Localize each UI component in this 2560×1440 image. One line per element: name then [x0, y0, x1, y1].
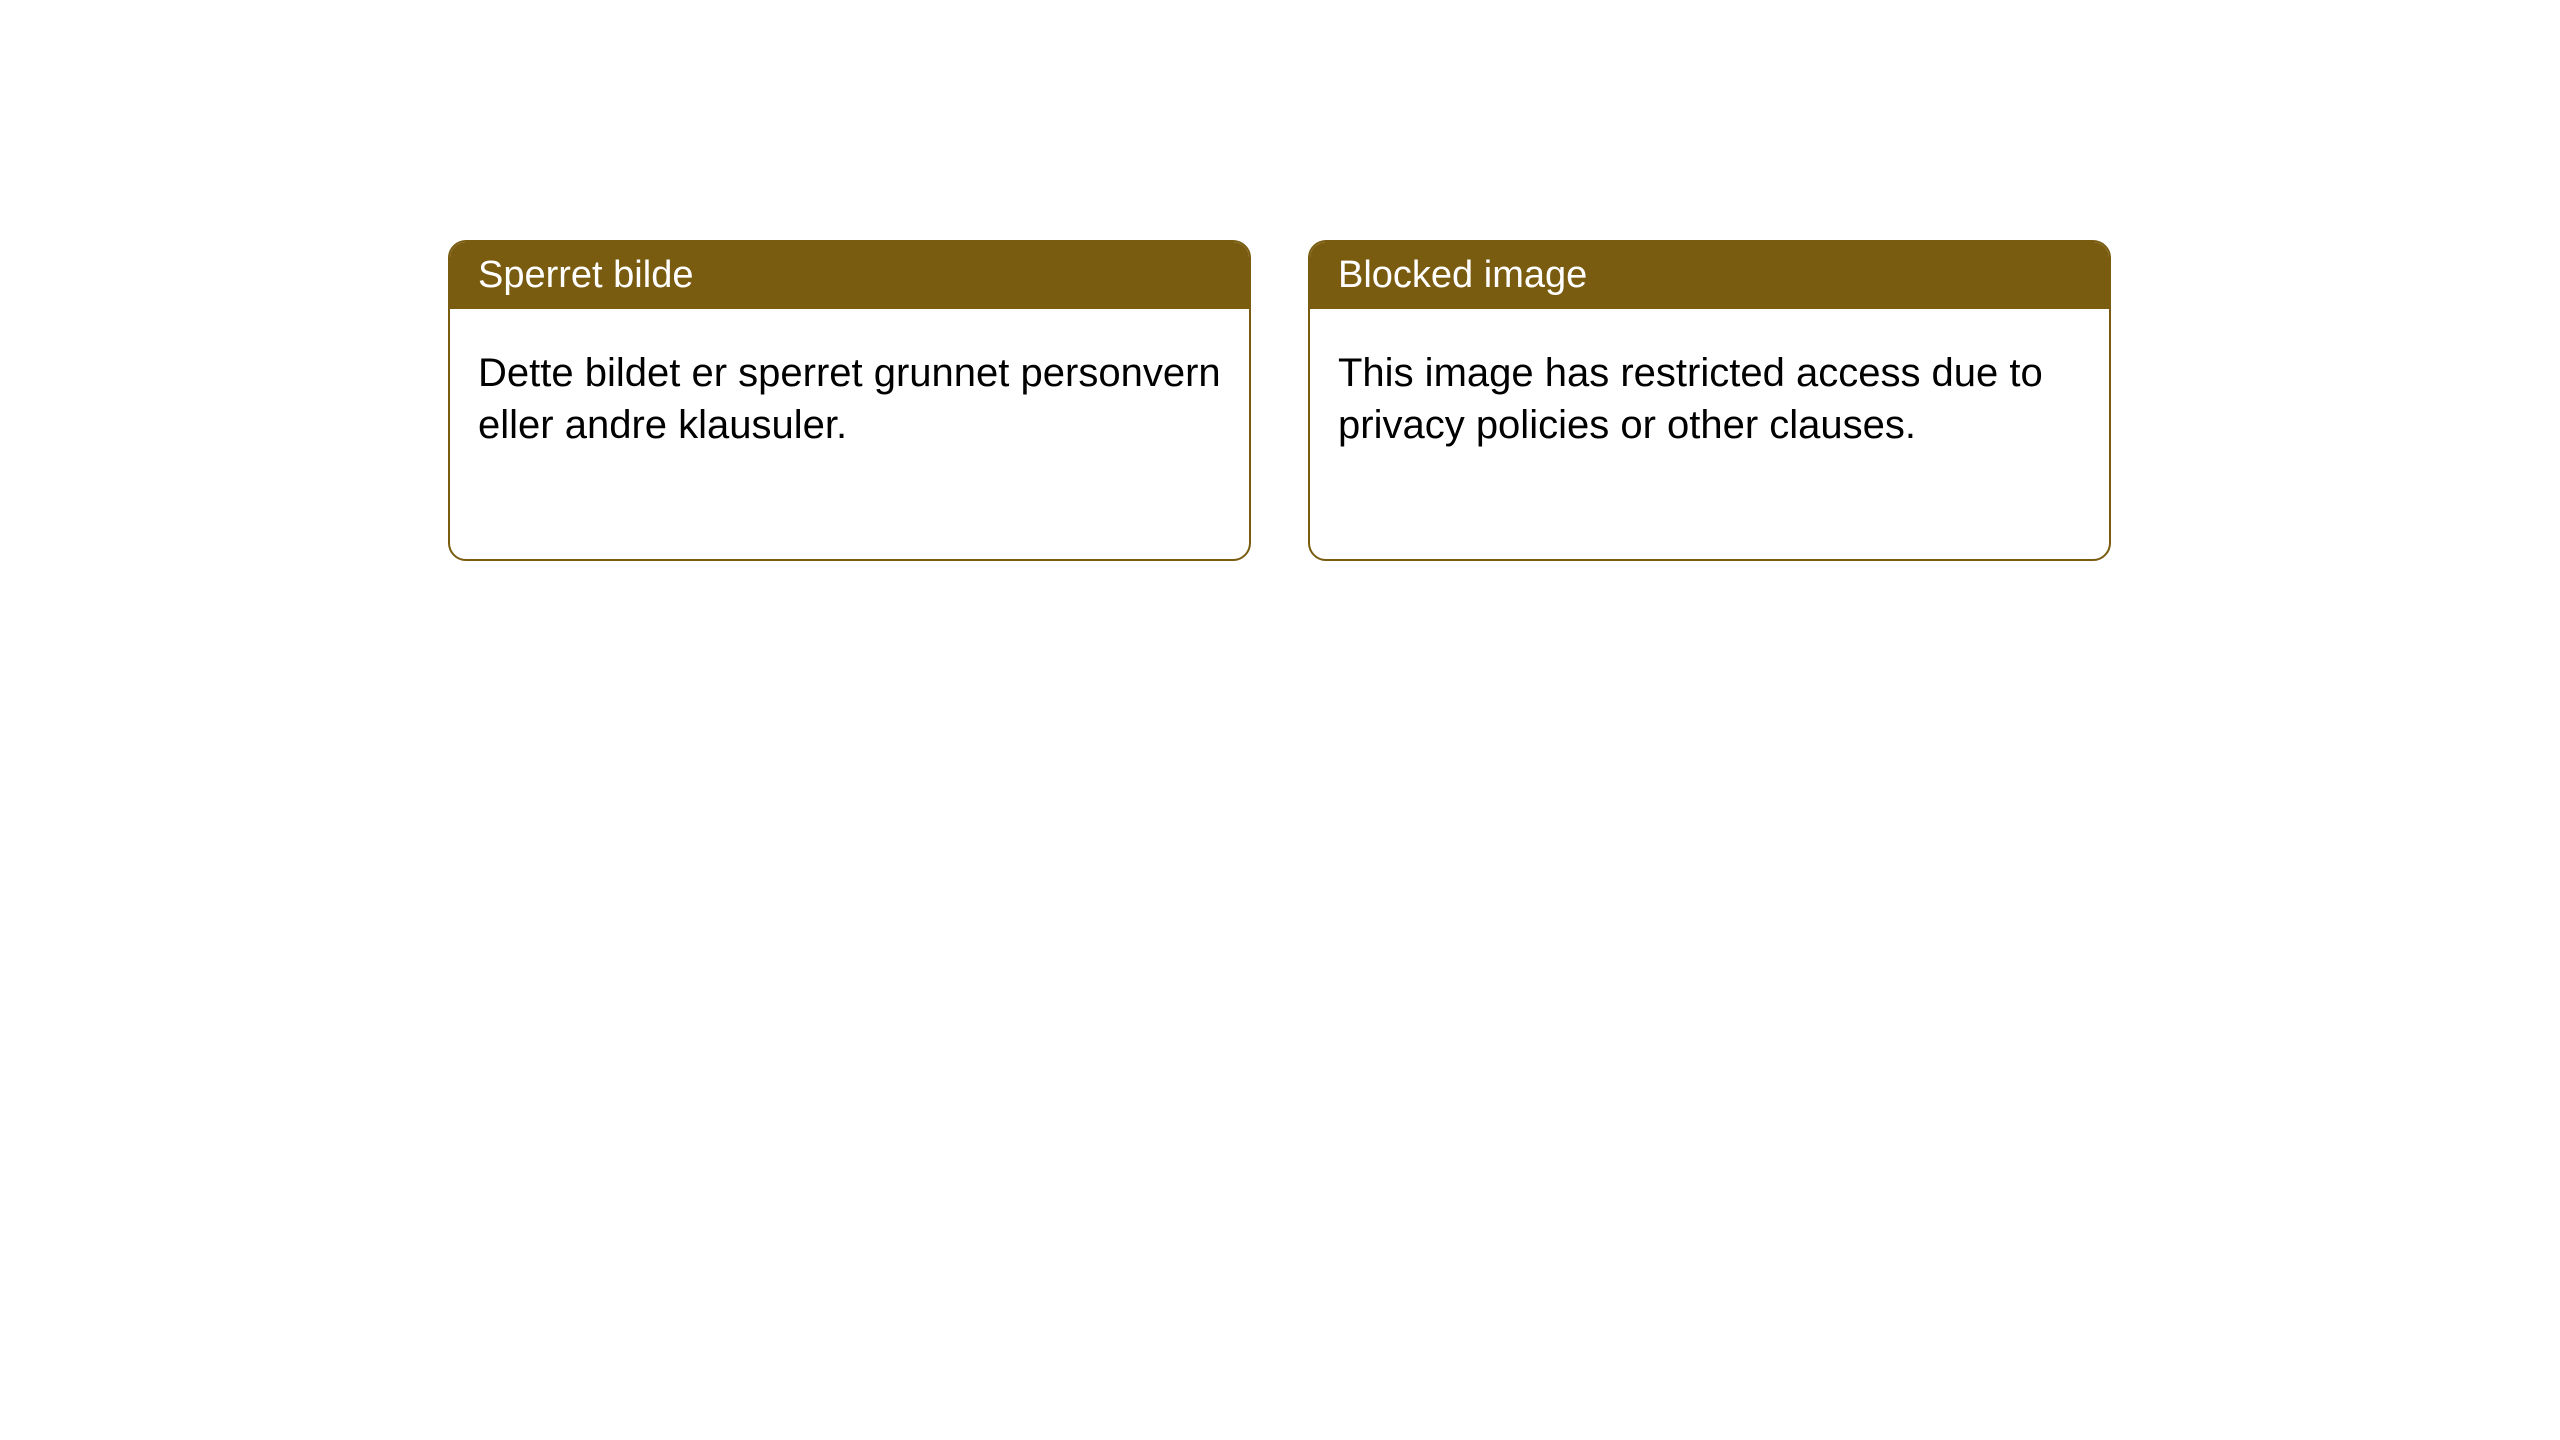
card-body-text: Dette bildet er sperret grunnet personve… — [478, 351, 1221, 447]
notice-card-norwegian: Sperret bilde Dette bildet er sperret gr… — [448, 240, 1251, 561]
card-body: This image has restricted access due to … — [1310, 309, 2109, 559]
card-header: Sperret bilde — [450, 242, 1249, 309]
notice-card-english: Blocked image This image has restricted … — [1308, 240, 2111, 561]
card-body-text: This image has restricted access due to … — [1338, 351, 2043, 447]
notice-container: Sperret bilde Dette bildet er sperret gr… — [448, 240, 2111, 561]
card-body: Dette bildet er sperret grunnet personve… — [450, 309, 1249, 559]
card-title: Sperret bilde — [478, 254, 693, 296]
card-title: Blocked image — [1338, 254, 1587, 296]
card-header: Blocked image — [1310, 242, 2109, 309]
